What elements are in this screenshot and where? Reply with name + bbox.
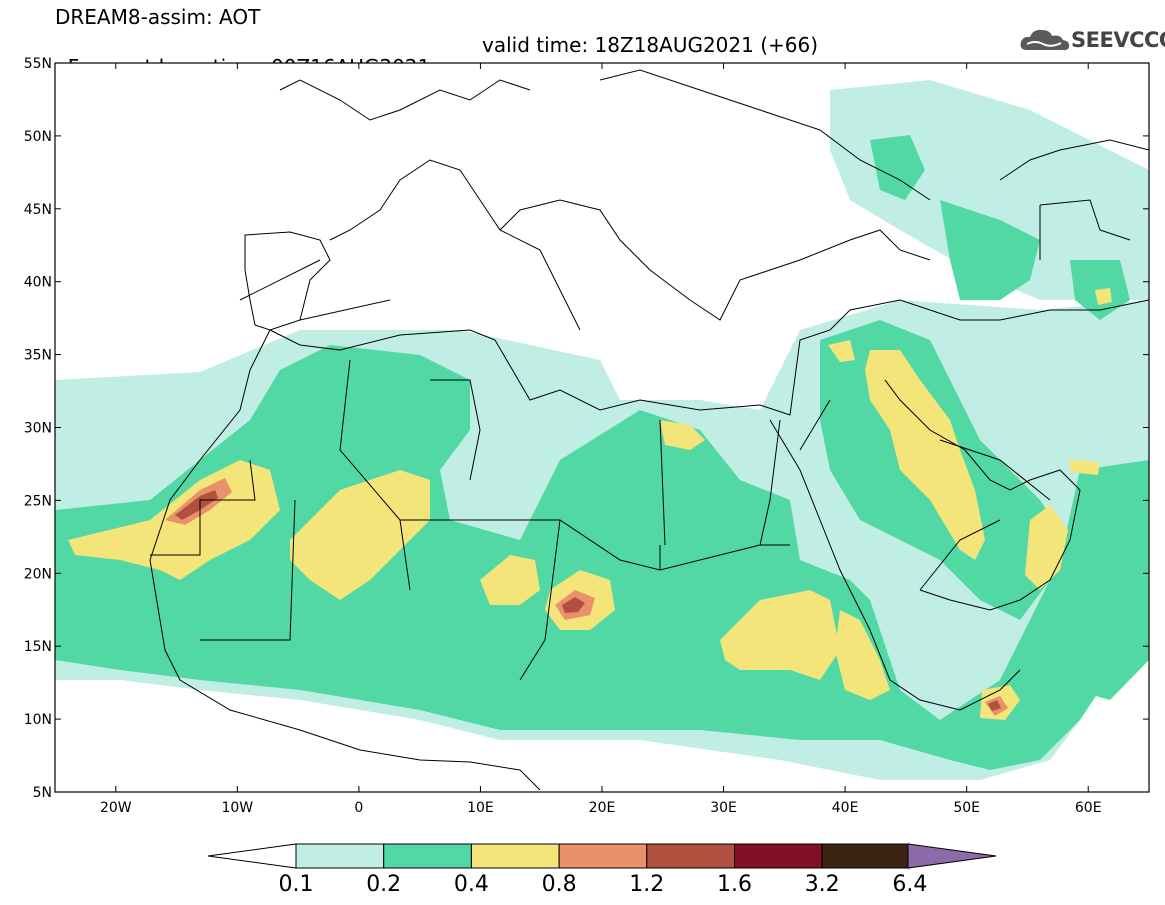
lat-label: 35N: [24, 348, 52, 364]
colorbar-box: [558, 843, 648, 869]
logo-text: SEEVCCC: [1071, 28, 1165, 52]
lat-label: 25N: [24, 493, 52, 509]
axis-ticks: [55, 62, 1149, 793]
lon-label: 40E: [832, 800, 859, 816]
colorbar: [207, 843, 997, 869]
lon-label: 50E: [953, 800, 980, 816]
colorbar-label: 1.6: [717, 872, 752, 897]
lat-label: 40N: [24, 275, 52, 291]
lat-label: 30N: [24, 421, 52, 437]
colorbar-label: 3.2: [804, 872, 840, 897]
lat-label: 5N: [33, 785, 52, 801]
lat-label: 10N: [24, 712, 52, 728]
colorbar-label: 0.8: [541, 872, 577, 897]
colorbar-box: [734, 843, 823, 869]
colorbar-label: 0.2: [366, 872, 402, 897]
longitude-labels: 20W 10W 0 10E 20E 30E 40E 50E 60E: [100, 800, 1102, 816]
lat-label: 55N: [24, 56, 52, 72]
colorbar-under-arrow: [207, 843, 297, 869]
lon-label: 0: [354, 800, 363, 816]
lon-label: 30E: [710, 800, 737, 816]
lon-label: 20E: [589, 800, 616, 816]
colorbar-box: [646, 843, 735, 869]
colorbar-label: 0.1: [278, 872, 314, 897]
coastlines-borders: [149, 69, 1149, 791]
colorbar-label: 1.2: [629, 872, 665, 897]
lon-label: 10W: [221, 800, 253, 816]
aot-field: [55, 63, 1149, 792]
colorbar-over-arrow: [907, 843, 997, 869]
seevccc-logo: SEEVCCC: [1019, 26, 1165, 54]
cloud-icon: [1020, 29, 1070, 51]
lon-label: 60E: [1075, 800, 1102, 816]
colorbar-box: [821, 843, 911, 869]
lat-label: 20N: [24, 566, 52, 582]
lat-label: 45N: [24, 202, 52, 218]
lat-label: 15N: [24, 639, 52, 655]
colorbar-box: [295, 843, 385, 869]
lon-label: 20W: [100, 800, 132, 816]
map-title: DREAM8-assim: AOT: [55, 5, 261, 29]
lat-label: 50N: [24, 129, 52, 145]
colorbar-label: 6.4: [892, 872, 928, 897]
colorbar-label: 0.4: [453, 872, 489, 897]
colorbar-box: [470, 843, 560, 869]
colorbar-box: [383, 843, 472, 869]
valid-time: valid time: 18Z18AUG2021 (+66): [482, 33, 819, 57]
lon-label: 10E: [467, 800, 494, 816]
latitude-labels: 55N 50N 45N 40N 35N 30N 25N 20N 15N 10N 5N: [24, 56, 52, 801]
